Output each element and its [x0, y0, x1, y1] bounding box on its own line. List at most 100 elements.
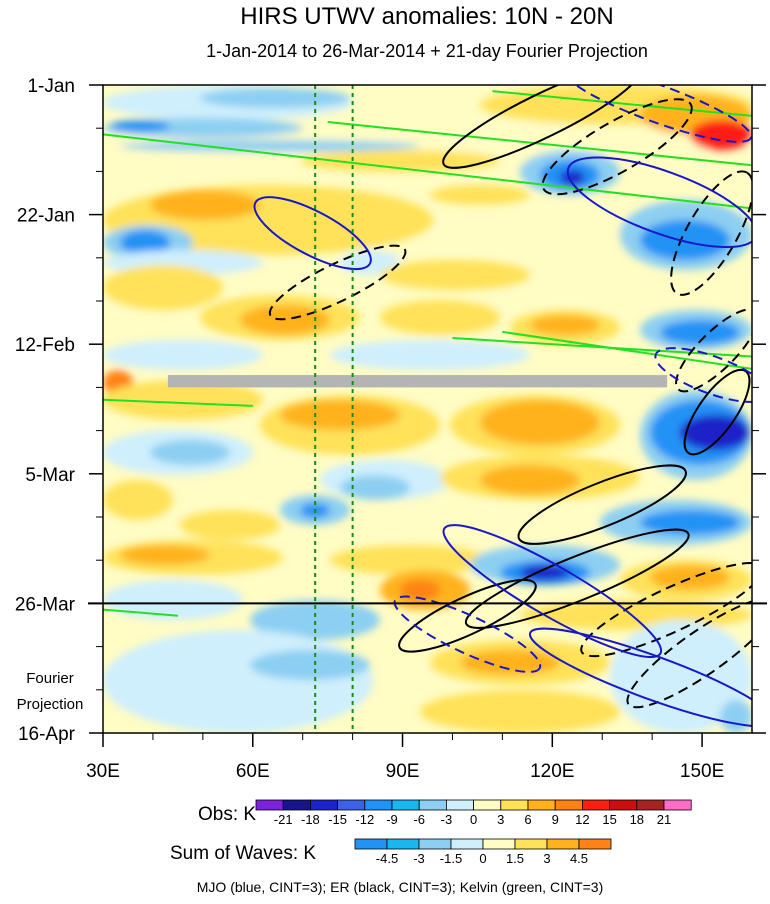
er-contour	[517, 464, 687, 545]
er-contour	[580, 562, 752, 658]
legend-swatch	[337, 799, 366, 811]
legend-swatch	[450, 838, 484, 850]
x-tick-label: 30E	[86, 761, 120, 782]
mjo-contour	[442, 524, 663, 659]
anomaly-patch	[480, 400, 600, 445]
legend-swatch	[636, 799, 665, 811]
legend-level-label: -4.5	[376, 851, 398, 866]
legend-swatch	[514, 838, 548, 850]
anomaly-patch	[380, 260, 530, 290]
legend-level-label: 3	[543, 851, 550, 866]
plot-area	[103, 85, 752, 733]
legend-swatch	[391, 799, 420, 811]
anomaly-patch	[380, 300, 500, 335]
mjo-contour	[528, 627, 752, 728]
anomaly-patch	[103, 380, 263, 420]
anomaly-patch	[103, 340, 263, 370]
legend-level-label: 9	[552, 812, 559, 827]
legend-level-label: -1.5	[440, 851, 462, 866]
legend-swatch	[609, 799, 638, 811]
anomaly-patch	[610, 620, 752, 733]
legend-swatch	[663, 799, 692, 811]
er-contour	[675, 308, 752, 393]
chart-title: HIRS UTWV anomalies: 10N - 20N	[240, 3, 613, 30]
legend-level-label: -9	[386, 812, 398, 827]
anomaly-patch	[120, 230, 170, 255]
chart-subtitle: 1-Jan-2014 to 26-Mar-2014 + 21-day Fouri…	[206, 41, 648, 61]
axes: 1-Jan 22-Jan 12-Feb 5-Mar 26-Mar 16-Apr 30E 60E…	[15, 76, 766, 782]
y-tick-label: 16-Apr	[18, 724, 76, 745]
legend-level-label: 4.5	[570, 851, 588, 866]
anomaly-patch	[103, 580, 243, 620]
legend-swatch	[418, 838, 452, 850]
legend-level-label: 21	[657, 812, 671, 827]
missing-data-band	[167, 375, 668, 388]
er-contour	[268, 244, 407, 321]
mjo-contour	[654, 347, 752, 403]
mjo-er-contours	[253, 85, 752, 728]
legend-swatch	[354, 838, 388, 850]
legend-level-label: -12	[355, 812, 374, 827]
legend-level-label: -21	[274, 812, 293, 827]
anomaly-patch	[110, 120, 170, 132]
waves-legend: -4.5 -3 -1.5 0 1.5 3 4.5	[354, 838, 612, 866]
obs-legend: -21 -18 -15 -12 -9 -6 -3 0 3 6 9 12 15 18 21	[255, 799, 692, 827]
legend-swatch	[418, 799, 447, 811]
y-tick-label: 26-Mar	[15, 594, 76, 615]
legend-swatch	[473, 799, 502, 811]
mjo-contour	[393, 595, 542, 673]
waves-legend-label: Sum of Waves: K	[170, 843, 316, 864]
legend-swatch	[582, 799, 611, 811]
y-tick-label: 5-Mar	[25, 465, 75, 486]
legend-swatch	[255, 799, 284, 811]
er-contour	[442, 85, 643, 169]
anomaly-patch	[640, 220, 730, 260]
anomaly-patch	[530, 315, 600, 335]
reference-longitudes	[314, 85, 354, 733]
legend-swatch	[554, 799, 583, 811]
y-tick-label: 22-Jan	[17, 206, 75, 227]
legend-level-label: -18	[301, 812, 320, 827]
projection-note-line1: Fourier	[26, 670, 74, 687]
mjo-contour	[253, 196, 372, 271]
legend-swatch	[500, 799, 529, 811]
anomaly-patch	[520, 600, 752, 630]
anomaly-patch	[660, 320, 740, 345]
anomaly-patch	[650, 565, 730, 590]
er-contour	[541, 98, 693, 196]
legend-level-label: -6	[413, 812, 425, 827]
kelvin-contour	[103, 398, 253, 407]
mjo-contour	[562, 85, 752, 143]
anomaly-patch	[520, 565, 570, 580]
anomaly-patch	[640, 510, 740, 535]
legend-level-label: 6	[524, 812, 531, 827]
legend-level-label: 3	[497, 812, 504, 827]
anomaly-patch	[120, 545, 210, 565]
anomaly-patch	[250, 650, 370, 680]
anomaly-patch	[300, 150, 500, 172]
anomaly-patch	[340, 475, 410, 500]
anomaly-patch	[420, 690, 620, 733]
x-tick-label: 90E	[386, 761, 420, 782]
anomaly-patch	[103, 630, 373, 733]
anomaly-patch	[430, 185, 530, 205]
anomaly-patch	[150, 190, 260, 220]
legend-swatch	[578, 838, 612, 850]
legend-level-label: -15	[328, 812, 347, 827]
anomaly-patch	[330, 545, 490, 575]
legend-swatch	[282, 799, 311, 811]
legend-swatch	[546, 838, 580, 850]
legend-swatch	[445, 799, 474, 811]
kelvin-contour	[502, 330, 752, 370]
legend-level-label: 0	[479, 851, 486, 866]
legend-level-label: 18	[630, 812, 644, 827]
legend-swatch	[364, 799, 393, 811]
wave-key-footer: MJO (blue, CINT=3); ER (black, CINT=3); …	[197, 879, 604, 895]
anomaly-patch	[200, 88, 350, 108]
anomaly-patch	[280, 400, 400, 430]
anomaly-patch	[330, 340, 530, 370]
legend-level-label: -3	[413, 851, 425, 866]
kelvin-contour	[103, 133, 752, 210]
kelvin-contour	[103, 608, 178, 617]
